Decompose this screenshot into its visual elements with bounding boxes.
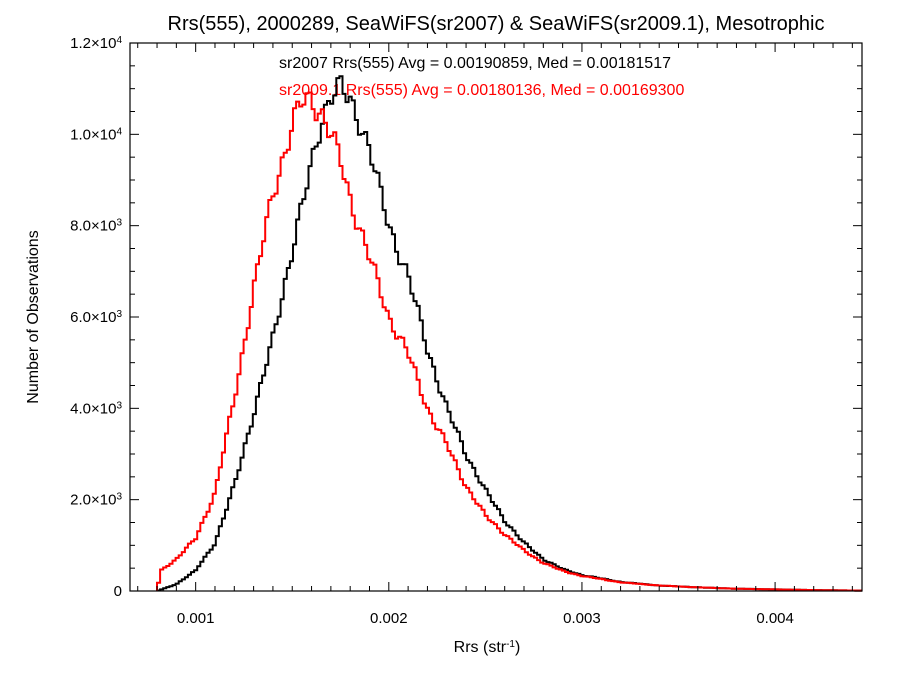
annotations: sr2007 Rrs(555) Avg = 0.00190859, Med = … (279, 55, 684, 99)
x-tick-label: 0.003 (563, 610, 601, 627)
y-tick-label: 1.0×104 (70, 126, 122, 144)
series-2-line (156, 91, 862, 592)
x-axis-label: Rrs (str-1) (454, 639, 521, 657)
x-tick-label: 0.002 (370, 610, 408, 627)
annotation-1: sr2007 Rrs(555) Avg = 0.00190859, Med = … (279, 55, 671, 72)
series-layer (156, 75, 862, 592)
x-axis: 0.001 0.002 0.003 0.004 (137, 43, 853, 627)
x-axis-label-sup: -1 (506, 639, 515, 650)
x-axis-label-base: Rrs (str (454, 639, 507, 656)
y-tick-label: 8.0×103 (70, 217, 122, 235)
x-tick-label: 0.001 (177, 610, 215, 627)
y-axis-label: Number of Observations (25, 230, 42, 403)
x-tick-label: 0.004 (756, 610, 794, 627)
chart-title: Rrs(555), 2000289, SeaWiFS(sr2007) & Sea… (168, 13, 825, 35)
y-tick-label: 6.0×103 (70, 309, 122, 327)
y-tick-label: 4.0×103 (70, 400, 122, 418)
y-tick-label: 2.0×103 (70, 491, 122, 509)
x-axis-label-close: ) (515, 639, 520, 656)
y-tick-label: 1.2×104 (70, 35, 122, 53)
y-tick-label: 0 (114, 583, 122, 600)
annotation-2: sr2009.1 Rrs(555) Avg = 0.00180136, Med … (279, 82, 684, 99)
y-axis: 0 2.0×103 4.0×103 6.0×103 8.0×103 1.0×104 1.2×… (70, 35, 862, 600)
series-1-line (156, 75, 862, 592)
